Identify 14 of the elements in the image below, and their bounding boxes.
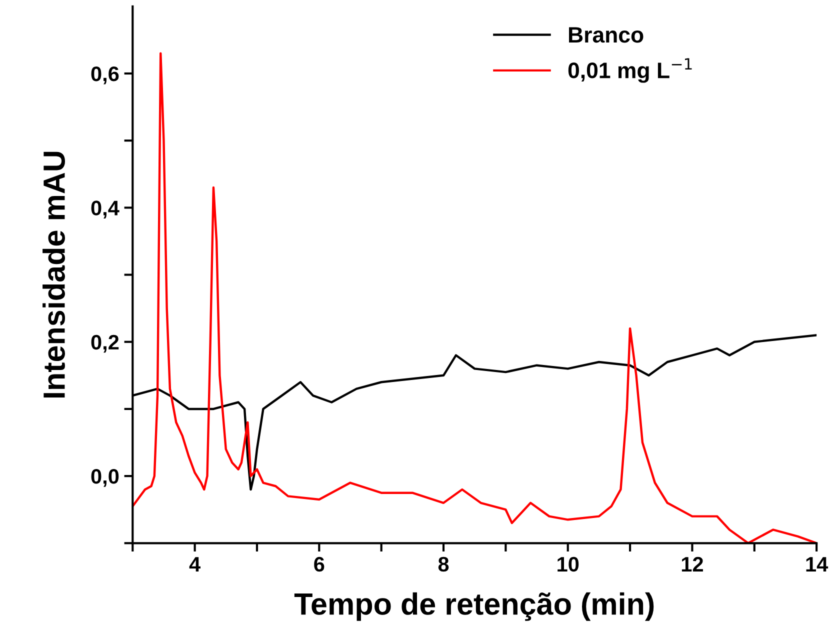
y-tick-label: 0,2 xyxy=(91,334,119,353)
y-tick-label: 0,6 xyxy=(91,66,119,84)
x-axis-title: Tempo de retenção (min) xyxy=(294,592,654,621)
x-tick-label: 14 xyxy=(806,557,828,572)
x-tick-label: 6 xyxy=(314,556,324,572)
legend-label: 0,01 mg L$^{−1}$ xyxy=(568,58,692,83)
x-tick-label: 4 xyxy=(189,557,200,572)
x-tick-label: 8 xyxy=(438,556,449,572)
y-axis-title: Intensidade mAU xyxy=(42,152,66,398)
legend-label: Branco xyxy=(569,27,644,43)
y-tick-label: 0,0 xyxy=(91,469,119,487)
x-tick-label: 10 xyxy=(558,556,579,572)
y-tick-label: 0,4 xyxy=(91,200,120,218)
x-tick-label: 12 xyxy=(682,556,703,572)
